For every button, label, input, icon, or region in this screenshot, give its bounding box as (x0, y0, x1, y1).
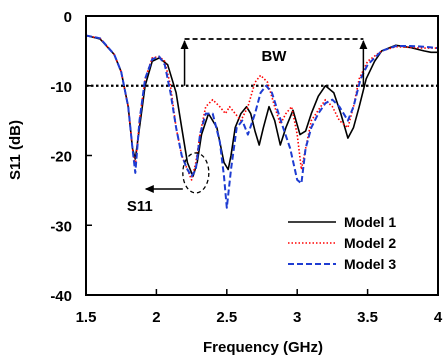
s11-marker-ellipse (182, 152, 210, 194)
x-tick-label: 2.5 (216, 309, 237, 326)
x-tick-label: 3.5 (357, 309, 378, 326)
x-tick-label: 3 (293, 309, 301, 326)
y-tick-label: -40 (50, 288, 72, 305)
series-line-1 (85, 34, 438, 178)
annotation-layer: BW S11 (127, 38, 368, 215)
x-tick-label: 2 (152, 309, 160, 326)
legend-label-1: Model 1 (344, 214, 396, 230)
legend-label-2: Model 2 (344, 235, 396, 251)
y-tick-label: -30 (50, 218, 72, 235)
series-layer (85, 34, 439, 209)
bw-label: BW (261, 48, 287, 65)
y-tick-label: 0 (64, 9, 72, 26)
legend: Model 1 Model 2 Model 3 (288, 214, 396, 272)
y-axis-title: S11 (dB) (7, 120, 24, 180)
x-axis-title: Frequency (GHz) (203, 339, 323, 356)
y-tick-label: -20 (50, 149, 72, 166)
y-tick-label: -10 (50, 79, 72, 96)
x-tick-label: 1.5 (76, 309, 97, 326)
x-tick-label: 4 (434, 309, 443, 326)
s11-label: S11 (127, 198, 153, 215)
legend-label-3: Model 3 (344, 256, 396, 272)
series-line-3 (85, 34, 439, 209)
frame-layer: 1.5 2 2.5 3 3.5 4 0 -10 -20 -30 -40 (50, 9, 443, 326)
